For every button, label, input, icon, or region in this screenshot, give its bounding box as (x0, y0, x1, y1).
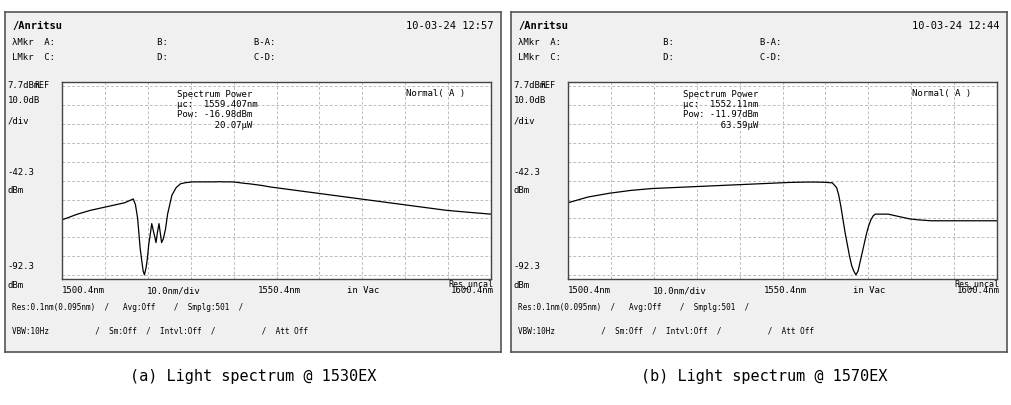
Text: REF: REF (34, 81, 50, 90)
Text: 10-03-24 12:44: 10-03-24 12:44 (911, 21, 999, 31)
Text: dBm: dBm (513, 281, 529, 290)
Text: dBm: dBm (513, 186, 529, 195)
Text: /div: /div (513, 117, 535, 126)
Text: Res_uncal: Res_uncal (953, 279, 999, 288)
Text: 1550.4nm: 1550.4nm (258, 286, 300, 295)
Text: 10.0nm/div: 10.0nm/div (652, 286, 706, 295)
Text: REF: REF (540, 81, 555, 90)
Text: 1600.4nm: 1600.4nm (955, 286, 999, 295)
Text: λMkr  A:                   B:                B-A:: λMkr A: B: B-A: (12, 38, 276, 47)
Text: λMkr  A:                   B:                B-A:: λMkr A: B: B-A: (518, 38, 782, 47)
Text: LMkr  C:                   D:                C-D:: LMkr C: D: C-D: (12, 53, 276, 62)
Text: 10.0nm/div: 10.0nm/div (147, 286, 200, 295)
Text: 10.0dB: 10.0dB (7, 96, 39, 105)
Text: Res_uncal: Res_uncal (448, 279, 493, 288)
Text: 1500.4nm: 1500.4nm (567, 286, 611, 295)
Text: 7.7dBm: 7.7dBm (7, 81, 39, 90)
Text: -92.3: -92.3 (7, 262, 34, 271)
Text: Spectrum Power
μc:  1552.11nm
Pow: -11.97dBm
       63.59μW: Spectrum Power μc: 1552.11nm Pow: -11.97… (682, 90, 758, 130)
Text: 10-03-24 12:57: 10-03-24 12:57 (405, 21, 493, 31)
Text: Spectrum Power
μc:  1559.407nm
Pow: -16.98dBm
       20.07μW: Spectrum Power μc: 1559.407nm Pow: -16.9… (177, 90, 258, 130)
Text: Normal( A ): Normal( A ) (405, 89, 464, 98)
Text: in Vac: in Vac (852, 286, 885, 295)
Text: in Vac: in Vac (347, 286, 379, 295)
Text: (a) Light spectrum @ 1530EX: (a) Light spectrum @ 1530EX (129, 369, 376, 384)
Text: /Anritsu: /Anritsu (518, 21, 568, 31)
Text: -92.3: -92.3 (513, 262, 540, 271)
Text: Normal( A ): Normal( A ) (911, 89, 970, 98)
Text: -42.3: -42.3 (7, 168, 34, 177)
Text: Res:0.1nm(0.095nm)  /   Avg:Off    /  Smplg:501  /: Res:0.1nm(0.095nm) / Avg:Off / Smplg:501… (12, 303, 244, 312)
Text: 10.0dB: 10.0dB (513, 96, 545, 105)
Text: VBW:10Hz          /  Sm:Off  /  Intvl:Off  /          /  Att Off: VBW:10Hz / Sm:Off / Intvl:Off / / Att Of… (12, 327, 308, 336)
Text: dBm: dBm (7, 281, 23, 290)
Text: (b) Light spectrum @ 1570EX: (b) Light spectrum @ 1570EX (640, 369, 887, 384)
Text: 1600.4nm: 1600.4nm (450, 286, 493, 295)
Text: 7.7dBm: 7.7dBm (513, 81, 545, 90)
Text: dBm: dBm (7, 186, 23, 195)
Text: -42.3: -42.3 (513, 168, 540, 177)
Text: LMkr  C:                   D:                C-D:: LMkr C: D: C-D: (518, 53, 782, 62)
Text: /div: /div (7, 117, 29, 126)
Text: 1550.4nm: 1550.4nm (763, 286, 806, 295)
Text: 1500.4nm: 1500.4nm (62, 286, 105, 295)
Text: Res:0.1nm(0.095nm)  /   Avg:Off    /  Smplg:501  /: Res:0.1nm(0.095nm) / Avg:Off / Smplg:501… (518, 303, 749, 312)
Text: VBW:10Hz          /  Sm:Off  /  Intvl:Off  /          /  Att Off: VBW:10Hz / Sm:Off / Intvl:Off / / Att Of… (518, 327, 814, 336)
Text: /Anritsu: /Anritsu (12, 21, 63, 31)
